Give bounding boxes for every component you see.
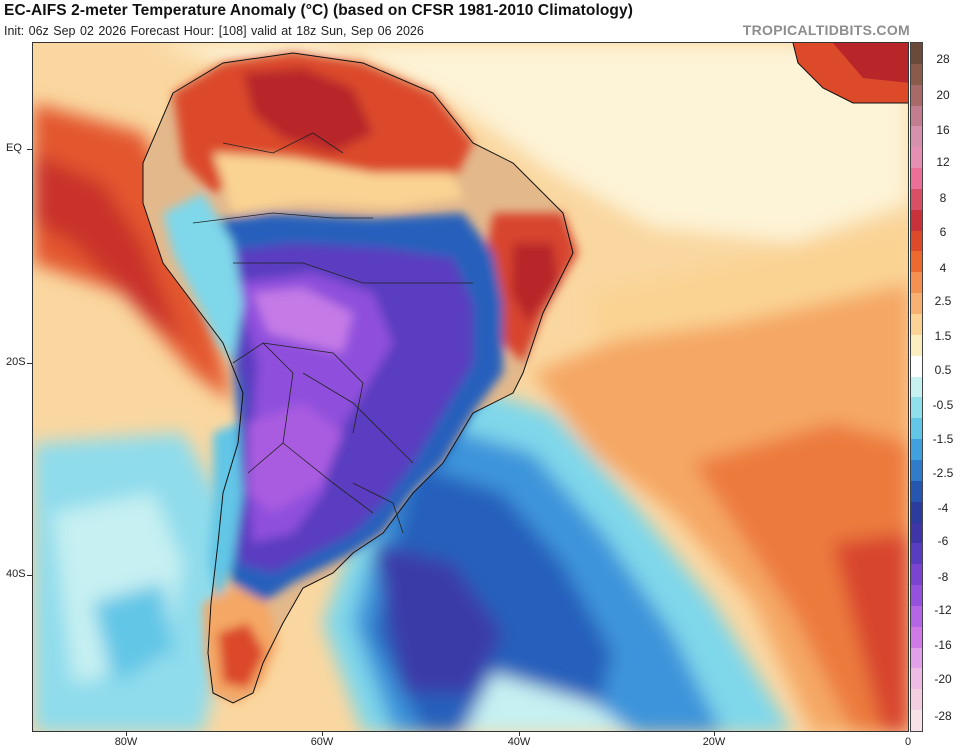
colorbar-label: -20	[934, 672, 952, 686]
colorbar-segment	[911, 293, 922, 315]
lat-tick	[27, 363, 32, 364]
colorbar-segment	[911, 105, 922, 127]
colorbar-segment	[911, 668, 922, 690]
anomaly-field	[33, 43, 908, 731]
colorbar-segment	[911, 626, 922, 649]
lon-label-60w: 60W	[310, 736, 334, 748]
colorbar-segment	[911, 334, 922, 357]
colorbar-label: 2.5	[934, 294, 952, 308]
lon-label-0: 0	[904, 736, 912, 748]
colorbar-label: -12	[934, 603, 952, 617]
lat-tick	[27, 575, 32, 576]
colorbar-segment	[911, 147, 922, 169]
colorbar-segment	[911, 168, 922, 190]
colorbar	[910, 42, 923, 732]
brand-watermark: TROPICALTIDBITS.COM	[742, 22, 910, 38]
lon-label-20w: 20W	[702, 736, 726, 748]
colorbar-segment	[911, 605, 922, 628]
colorbar-segment	[911, 376, 922, 398]
colorbar-label: -4	[937, 501, 949, 515]
colorbar-segment	[911, 418, 922, 440]
map-canvas	[33, 43, 908, 731]
colorbar-segment	[911, 543, 922, 565]
colorbar-segment	[911, 689, 922, 711]
colorbar-label: 1.5	[934, 329, 952, 343]
colorbar-label: -16	[934, 638, 952, 652]
colorbar-segment	[911, 439, 922, 461]
colorbar-label: 6	[939, 225, 947, 239]
colorbar-label: -8	[937, 570, 949, 584]
colorbar-segment	[911, 480, 922, 503]
map-subtitle: Init: 06z Sep 02 2026 Forecast Hour: [10…	[4, 24, 424, 38]
colorbar-segment	[911, 230, 922, 252]
colorbar-segment	[911, 188, 922, 211]
colorbar-segment	[911, 209, 922, 232]
colorbar-segment	[911, 63, 922, 86]
colorbar-segment	[911, 564, 922, 586]
colorbar-segment	[911, 272, 922, 294]
colorbar-label: -28	[934, 709, 952, 723]
lon-tick	[714, 731, 715, 736]
colorbar-label: -0.5	[932, 398, 954, 412]
colorbar-segment	[911, 459, 922, 482]
colorbar-segment	[911, 355, 922, 378]
map-title: EC-AIFS 2-meter Temperature Anomaly (°C)…	[4, 2, 633, 19]
colorbar-label: 20	[936, 88, 950, 102]
colorbar-segment	[911, 501, 922, 523]
colorbar-segment	[911, 84, 922, 107]
colorbar-label: -1.5	[932, 432, 954, 446]
lat-label-40s: 40S	[6, 568, 26, 580]
lat-label-20s: 20S	[6, 356, 26, 368]
coastlines	[142, 43, 908, 704]
colorbar-label: 12	[936, 155, 950, 169]
colorbar-label: 0.5	[934, 363, 952, 377]
lon-tick	[322, 731, 323, 736]
colorbar-segment	[911, 522, 922, 544]
lon-label-40w: 40W	[507, 736, 531, 748]
colorbar-segment	[911, 647, 922, 669]
colorbar-segment	[911, 314, 922, 336]
colorbar-label: -6	[937, 534, 949, 548]
colorbar-label: 16	[936, 123, 950, 137]
lat-tick	[27, 149, 32, 150]
temperature-anomaly-map	[32, 42, 909, 732]
colorbar-label: 28	[936, 52, 950, 66]
colorbar-segment	[911, 397, 922, 419]
lat-label-eq: EQ	[6, 142, 22, 154]
colorbar-segment	[911, 710, 922, 732]
colorbar-label: 8	[939, 191, 947, 205]
colorbar-segment	[911, 251, 922, 273]
lon-tick	[519, 731, 520, 736]
africa-landmass	[793, 43, 908, 103]
country-borders	[192, 132, 473, 534]
colorbar-label: 4	[939, 261, 947, 275]
colorbar-label: -2.5	[932, 466, 954, 480]
colorbar-segment	[911, 126, 922, 148]
colorbar-segment	[911, 585, 922, 607]
lon-label-80w: 80W	[114, 736, 138, 748]
lon-tick	[126, 731, 127, 736]
colorbar-segment	[911, 43, 922, 65]
